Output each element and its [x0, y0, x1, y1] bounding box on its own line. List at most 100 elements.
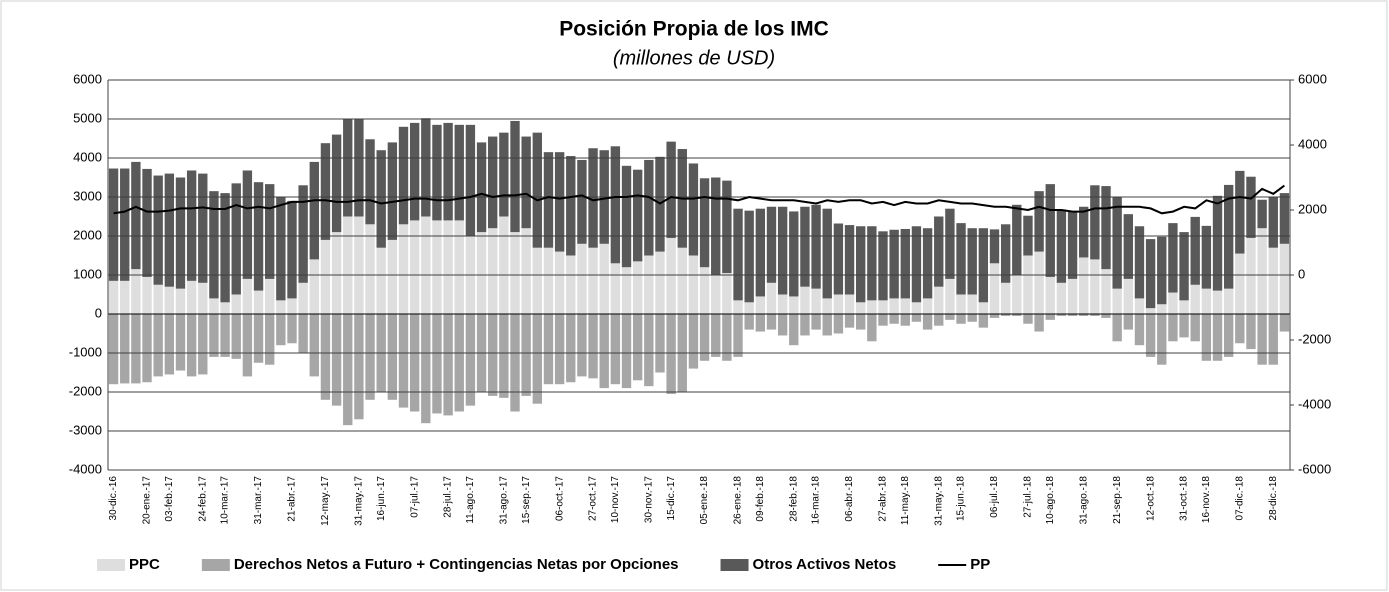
x-tick-label: 07-dic.-18	[1234, 476, 1245, 521]
bar	[911, 314, 922, 322]
bar	[398, 224, 409, 314]
bar	[789, 314, 799, 346]
bar	[632, 169, 643, 262]
bar	[443, 314, 453, 416]
bar	[265, 184, 275, 279]
bar	[1201, 225, 1212, 289]
bar	[376, 150, 386, 248]
bar	[878, 231, 888, 301]
bar	[1000, 224, 1011, 283]
bar	[276, 300, 286, 314]
bar	[989, 229, 1000, 264]
bar	[253, 290, 264, 314]
bar	[1157, 314, 1167, 365]
bar	[298, 282, 308, 314]
bar	[465, 124, 476, 236]
bar	[655, 251, 665, 314]
bar	[220, 302, 230, 314]
x-tick-label: 12-oct.-18	[1145, 476, 1156, 521]
bar	[688, 163, 699, 256]
bar	[454, 124, 464, 221]
bar	[934, 314, 944, 326]
x-tick-label: 28-dic.-18	[1268, 476, 1279, 521]
x-tick-label: 30-dic.-16	[108, 476, 119, 521]
bar	[476, 232, 487, 314]
bar	[443, 220, 453, 314]
y-tick-label: 3000	[73, 188, 102, 203]
bar	[1223, 314, 1234, 357]
bar	[1090, 314, 1100, 316]
bar	[153, 314, 163, 377]
bar	[510, 314, 520, 412]
x-tick-label: 06-abr.-18	[844, 476, 855, 522]
y2-tick-label: -2000	[1298, 331, 1331, 346]
bar	[878, 314, 888, 326]
bar	[1279, 243, 1290, 314]
bar	[331, 232, 342, 314]
bar	[566, 156, 576, 256]
bar	[610, 146, 621, 264]
bar	[1168, 314, 1178, 342]
x-tick-label: 31-ago.-17	[498, 476, 509, 525]
bar	[1168, 292, 1178, 314]
bar	[476, 142, 487, 233]
chart-title: Posición Propia de los IMC	[559, 18, 829, 41]
bar	[856, 226, 866, 303]
bar	[766, 314, 777, 330]
legend-label: PP	[970, 556, 990, 573]
bar	[120, 314, 130, 384]
bar	[231, 314, 241, 359]
bar	[499, 314, 509, 398]
bar	[488, 314, 498, 396]
bar	[1201, 288, 1212, 314]
bar	[1012, 314, 1022, 316]
bar	[253, 314, 264, 363]
bar	[1134, 298, 1145, 314]
bar	[343, 314, 353, 426]
bar	[164, 173, 175, 287]
bar	[733, 208, 743, 301]
bar	[320, 239, 331, 314]
bar	[1179, 314, 1189, 338]
bar	[454, 220, 464, 314]
bar	[588, 148, 598, 248]
x-tick-label: 30-nov.-17	[643, 476, 654, 524]
bar	[1201, 314, 1212, 361]
bar	[711, 314, 721, 357]
bar	[900, 228, 910, 299]
bar	[421, 216, 431, 314]
x-tick-label: 12-may.-17	[320, 476, 331, 526]
bar	[1123, 214, 1133, 279]
bar	[856, 302, 866, 314]
bar	[1268, 314, 1278, 365]
bar	[1190, 216, 1200, 285]
bar	[699, 267, 710, 314]
bar	[387, 314, 398, 400]
bar	[800, 314, 810, 336]
x-tick-label: 09-feb.-18	[755, 476, 766, 522]
bar	[242, 278, 253, 314]
bar	[1190, 314, 1200, 342]
y-tick-label: -2000	[69, 383, 102, 398]
bar	[510, 232, 520, 314]
bar	[1145, 239, 1156, 309]
bar	[1223, 288, 1234, 314]
bar	[666, 141, 676, 238]
bar	[131, 269, 141, 314]
bar	[298, 314, 308, 353]
bar	[577, 314, 587, 377]
bar	[967, 314, 977, 322]
bar	[922, 298, 933, 314]
bar	[822, 208, 832, 299]
bar	[588, 314, 598, 379]
bar	[543, 247, 554, 314]
y-tick-label: 5000	[73, 110, 102, 125]
legend-swatch	[720, 559, 749, 571]
bar	[1235, 314, 1245, 344]
bar	[276, 197, 286, 301]
bar	[621, 314, 632, 389]
bar	[499, 216, 509, 314]
bar	[1045, 184, 1055, 277]
bar	[934, 216, 944, 287]
bar	[744, 302, 754, 314]
